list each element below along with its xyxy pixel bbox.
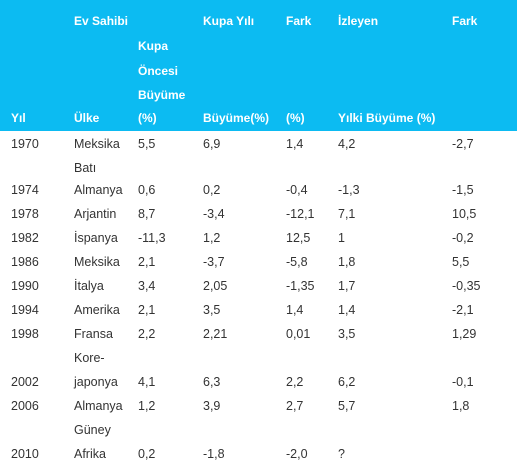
cell-pre-cup-growth: 2,1 — [138, 303, 156, 317]
cell-diff-1: 1,4 — [286, 303, 304, 317]
cell-diff-1: 2,7 — [286, 399, 304, 413]
cell-year: 1994 — [11, 303, 39, 317]
cell-year: 1978 — [11, 207, 39, 221]
header-year: Yıl — [11, 111, 26, 125]
cell-pre-cup-growth: 0,6 — [138, 183, 156, 197]
cell-next-growth: 5,7 — [338, 399, 356, 413]
cell-diff-2: -2,7 — [452, 137, 474, 151]
cell-next-growth: 1,7 — [338, 279, 356, 293]
cell-diff-1: -5,8 — [286, 255, 308, 269]
cell-diff-2: 1,8 — [452, 399, 470, 413]
cell-country: Afrika — [74, 447, 106, 461]
cell-diff-1: 1,4 — [286, 137, 304, 151]
cell-diff-2: 1,29 — [452, 327, 477, 341]
cell-diff-2: -0,1 — [452, 375, 474, 389]
cell-year: 2010 — [11, 447, 39, 461]
cell-cup-growth: -3,7 — [203, 255, 225, 269]
cell-diff-1: -12,1 — [286, 207, 315, 221]
cell-country: Almanya — [74, 183, 123, 197]
cell-diff-2: -2,1 — [452, 303, 474, 317]
cell-pre-cup-growth: 4,1 — [138, 375, 156, 389]
cell-diff-2: -0,2 — [452, 231, 474, 245]
cell-country: İspanya — [74, 231, 118, 245]
cell-diff-2: -0,35 — [452, 279, 481, 293]
cell-pre-cup-growth: -11,3 — [138, 231, 166, 245]
cell-cup-growth: 6,3 — [203, 375, 221, 389]
header-cup-growth: Büyüme(%) — [203, 111, 270, 125]
cell-next-growth: 4,2 — [338, 137, 356, 151]
cell-year: 1982 — [11, 231, 39, 245]
cell-year: 1970 — [11, 137, 39, 151]
cell-next-growth: 7,1 — [338, 207, 356, 221]
header-cup-year: Kupa Yılı — [203, 14, 255, 28]
cell-diff-1: -0,4 — [286, 183, 308, 197]
cell-next-growth: 1 — [338, 231, 345, 245]
cell-cup-growth: 2,21 — [203, 327, 228, 341]
cell-pre-cup-growth: 3,4 — [138, 279, 156, 293]
header-pre-cup-line4: (%) — [138, 111, 157, 125]
header-next-growth: Yılki Büyüme (%) — [338, 111, 436, 125]
header-diff-1: Fark — [286, 14, 312, 28]
cell-next-growth: 1,4 — [338, 303, 356, 317]
cell-next-growth: 6,2 — [338, 375, 356, 389]
cell-cup-growth: 3,5 — [203, 303, 221, 317]
header-pre-cup-line1: Kupa — [138, 39, 168, 53]
cell-country: İtalya — [74, 279, 104, 293]
cell-pre-cup-growth: 8,7 — [138, 207, 156, 221]
cell-country: Güney — [74, 423, 111, 437]
cell-next-growth: ? — [338, 447, 345, 461]
cell-diff-1: -1,35 — [286, 279, 315, 293]
cell-diff-2: 10,5 — [452, 207, 477, 221]
header-following: İzleyen — [338, 14, 379, 28]
cell-country: Arjantin — [74, 207, 117, 221]
cell-year: 1990 — [11, 279, 39, 293]
cell-year: 2006 — [11, 399, 39, 413]
cell-cup-growth: 1,2 — [203, 231, 221, 245]
cell-country: Batı — [74, 161, 97, 175]
cell-year: 1974 — [11, 183, 39, 197]
cell-cup-growth: -3,4 — [203, 207, 225, 221]
cell-cup-growth: 3,9 — [203, 399, 221, 413]
cell-cup-growth: -1,8 — [203, 447, 225, 461]
cell-next-growth: 1,8 — [338, 255, 356, 269]
cell-next-growth: -1,3 — [338, 183, 360, 197]
table-header: Ev Sahibi Kupa Yılı Fark İzleyen Fark Ku… — [0, 0, 517, 131]
cell-pre-cup-growth: 2,2 — [138, 327, 156, 341]
header-pre-cup-line3: Büyüme — [138, 88, 186, 102]
header-diff-2: Fark — [452, 14, 478, 28]
header-host: Ev Sahibi — [74, 14, 129, 28]
cell-diff-2: -1,5 — [452, 183, 474, 197]
cell-country: Meksika — [74, 255, 120, 269]
cell-country: Meksika — [74, 137, 120, 151]
cell-country: Amerika — [74, 303, 120, 317]
cell-year: 1986 — [11, 255, 39, 269]
cell-diff-1: 2,2 — [286, 375, 304, 389]
cell-next-growth: 3,5 — [338, 327, 356, 341]
cell-diff-1: 0,01 — [286, 327, 311, 341]
cell-diff-1: 12,5 — [286, 231, 311, 245]
cell-country: Kore- — [74, 351, 105, 365]
cell-diff-1: -2,0 — [286, 447, 308, 461]
header-pre-cup-line2: Öncesi — [138, 64, 179, 78]
cell-pre-cup-growth: 0,2 — [138, 447, 156, 461]
cell-country: Fransa — [74, 327, 113, 341]
cell-pre-cup-growth: 1,2 — [138, 399, 156, 413]
cell-country: japonya — [74, 375, 118, 389]
cell-country: Almanya — [74, 399, 123, 413]
cell-cup-growth: 2,05 — [203, 279, 228, 293]
header-country: Ülke — [74, 111, 100, 125]
cell-pre-cup-growth: 2,1 — [138, 255, 156, 269]
header-diff-pct: (%) — [286, 111, 305, 125]
cell-year: 2002 — [11, 375, 39, 389]
cell-diff-2: 5,5 — [452, 255, 470, 269]
cell-pre-cup-growth: 5,5 — [138, 137, 156, 151]
cell-cup-growth: 6,9 — [203, 137, 221, 151]
cell-year: 1998 — [11, 327, 39, 341]
cell-cup-growth: 0,2 — [203, 183, 221, 197]
